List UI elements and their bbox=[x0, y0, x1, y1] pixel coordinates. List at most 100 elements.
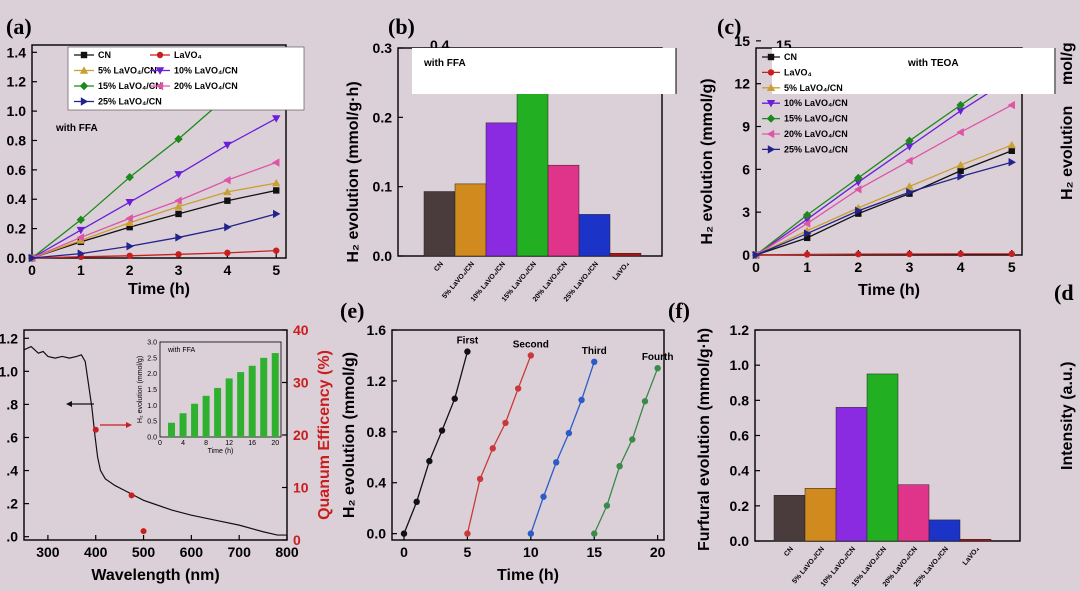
panel-c-series-point bbox=[752, 250, 761, 260]
inset-bar bbox=[191, 403, 199, 437]
panel-e-series-point bbox=[451, 395, 458, 402]
panel-e-series-point bbox=[565, 429, 573, 437]
x-tick-label: 5 bbox=[1008, 259, 1016, 275]
y-tick-label: 1.4 bbox=[7, 44, 27, 60]
y2-tick-label: 20 bbox=[293, 427, 309, 443]
panel-c-series-line bbox=[755, 253, 1012, 256]
y-tick-label: 1.0 bbox=[0, 363, 18, 379]
intensity-axis-label: Intensity (a.u.) bbox=[1059, 362, 1076, 470]
panel-c-series-point bbox=[905, 136, 914, 145]
panel-e-series-point bbox=[591, 358, 598, 366]
legend-swatch-marker bbox=[79, 66, 89, 74]
panel-a-series-point bbox=[223, 187, 232, 196]
panel-c-series-point bbox=[956, 160, 965, 169]
panel-c-series-point bbox=[957, 172, 965, 181]
inset-bar bbox=[179, 413, 187, 437]
panel-c-series-point bbox=[957, 250, 964, 258]
panel-a-series-point bbox=[273, 187, 280, 194]
panel-e-series-point bbox=[489, 445, 496, 452]
legend-swatch-marker bbox=[80, 97, 89, 106]
panel-a-series-point bbox=[126, 252, 133, 259]
y-tick-label: .2 bbox=[6, 496, 18, 512]
panel-e-series-point bbox=[464, 530, 471, 537]
inset-bar bbox=[214, 387, 222, 437]
panel-c-series-point bbox=[1008, 147, 1015, 154]
panel-e-series-point bbox=[629, 436, 636, 443]
panel-e-series-line bbox=[466, 355, 532, 534]
panel-c-series-line bbox=[755, 150, 1013, 256]
x-tick-label: 500 bbox=[132, 544, 156, 560]
y-tick-label: 0.8 bbox=[367, 424, 387, 440]
y-tick-label: 0.8 bbox=[730, 392, 750, 408]
y-axis-label: Furfural evolution (mmol/g·h) bbox=[696, 328, 713, 551]
annotation-box bbox=[772, 48, 1056, 94]
panel-e-series-point bbox=[591, 530, 598, 537]
x-tick-label: 700 bbox=[228, 544, 252, 560]
inset-y-tick-label: 2.5 bbox=[147, 355, 157, 362]
panel-b-bar bbox=[423, 191, 456, 257]
y2-tick-label: 10 bbox=[293, 480, 309, 496]
panel-c-series-point bbox=[1008, 158, 1016, 167]
x-tick-label: 4 bbox=[223, 262, 231, 278]
legend-swatch-marker bbox=[766, 129, 775, 139]
inset-bar bbox=[260, 357, 268, 437]
cycle-label: Third bbox=[582, 346, 607, 357]
legend-entry: CN bbox=[784, 52, 797, 62]
panel-a-series-point bbox=[125, 214, 133, 223]
inset-bar bbox=[225, 378, 233, 437]
panel-c-series-point bbox=[802, 216, 812, 224]
panel-a-series-point bbox=[175, 233, 183, 242]
y-tick-label: 0.6 bbox=[730, 428, 750, 444]
legend-entry: 10% LaVO₄/CN bbox=[174, 66, 238, 76]
panel-c-series-point bbox=[803, 234, 811, 242]
panel-a-series-point bbox=[77, 249, 86, 258]
panel-f-bar bbox=[804, 488, 837, 542]
absorbance-curve bbox=[23, 345, 287, 536]
x-tick-label: 1 bbox=[803, 259, 811, 275]
legend-swatch-marker bbox=[766, 114, 776, 123]
panel-label-d: (d bbox=[1054, 280, 1074, 305]
panel-a-series-line bbox=[31, 213, 277, 259]
y-tick-label: 0.8 bbox=[7, 132, 27, 148]
panel-a-series-point bbox=[223, 141, 232, 150]
panel-a-line-chart: 0.0 0.2 0.4 0.6 0.8 1.0 1.2 1.4 0 1 2 3 4 5 Time (h) wi… bbox=[7, 44, 305, 298]
panel-c-series-point bbox=[854, 185, 862, 194]
x-tick-label: 4 bbox=[957, 259, 965, 275]
panel-c-series-point bbox=[855, 210, 862, 217]
x-axis-label: Time (h) bbox=[858, 282, 920, 299]
panel-a-series-point bbox=[272, 115, 281, 123]
panel-e-series-point bbox=[641, 398, 649, 405]
legend-entry: 25% LaVO₄/CN bbox=[98, 97, 162, 107]
panel-a-series-point bbox=[273, 247, 280, 254]
panel-a-series-point bbox=[224, 222, 232, 232]
panel-label-c: (c) bbox=[717, 14, 741, 39]
y-tick-label: 0.6 bbox=[7, 162, 27, 178]
y-tick-label: .4 bbox=[6, 463, 18, 479]
legend-swatch-marker bbox=[767, 145, 776, 154]
y-tick-label: 3 bbox=[742, 204, 750, 220]
inset-y-tick-label: 2.0 bbox=[147, 371, 157, 378]
panel-e-series-line bbox=[530, 361, 595, 534]
legend-swatch-marker bbox=[767, 69, 775, 76]
panel-c-series-point bbox=[854, 178, 863, 187]
legend-entry: CN bbox=[98, 50, 111, 60]
panel-b-bar bbox=[454, 183, 487, 257]
plot-frame bbox=[31, 44, 287, 259]
panel-a-series-point bbox=[125, 218, 134, 226]
legend-entry: 20% LaVO₄/CN bbox=[174, 81, 238, 91]
panel-a-series-point bbox=[175, 251, 182, 258]
y-tick-label: 9 bbox=[742, 119, 750, 135]
panel-a-series-line bbox=[31, 182, 277, 259]
panel-a-series-point bbox=[76, 233, 85, 242]
right-unit-label: mol/g bbox=[1059, 42, 1076, 85]
panel-e-series-point bbox=[514, 385, 522, 392]
inset-x-tick-label: 0 bbox=[158, 440, 162, 447]
panel-c-series-point bbox=[905, 182, 914, 190]
x-tick-label: 10 bbox=[523, 544, 539, 560]
y-axis-label: H₂ evolution (mmol/g) bbox=[341, 352, 358, 518]
annotation: with FFA bbox=[423, 58, 466, 69]
panel-e-cycle-chart: 0.0 0.4 0.8 1.2 1.6 0 5 10 15 20 First Second Third F… bbox=[341, 322, 673, 584]
